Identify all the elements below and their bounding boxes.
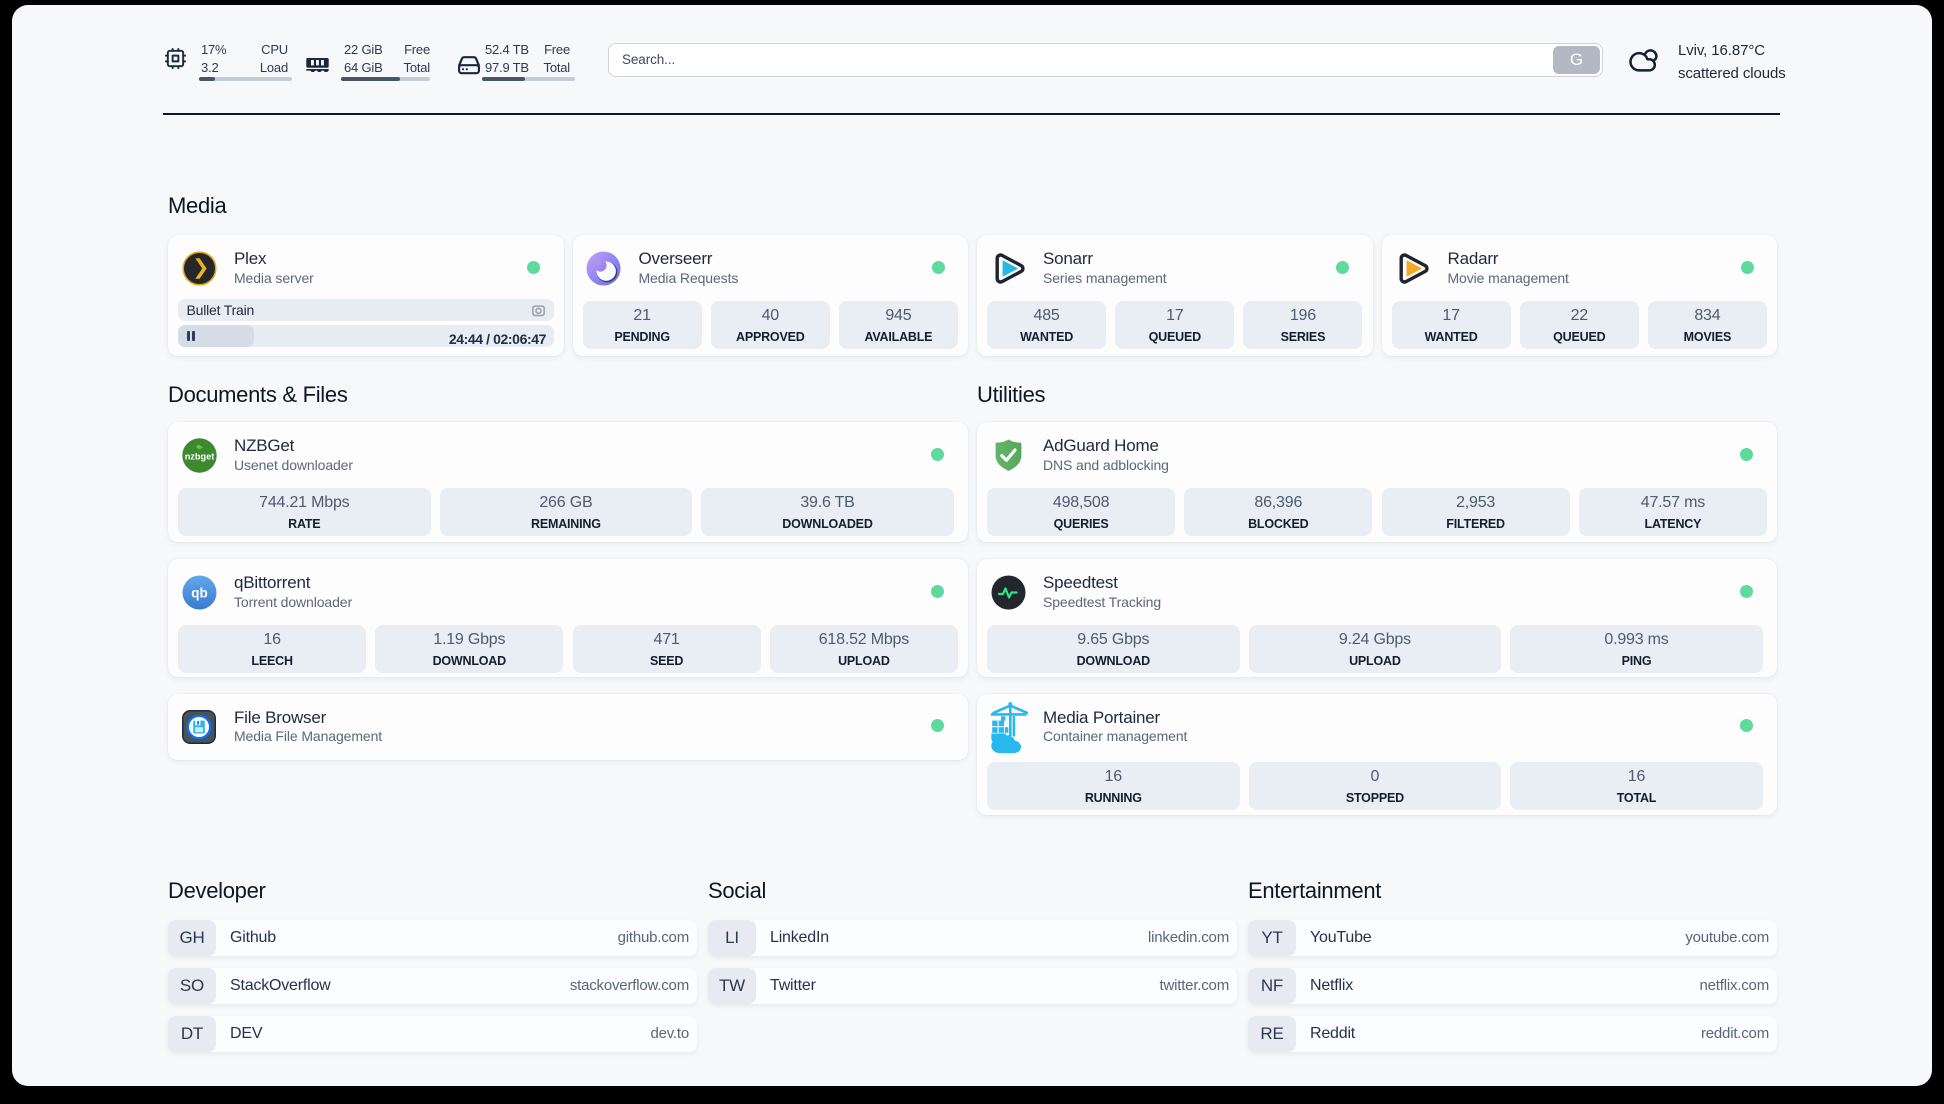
- svg-text:qb: qb: [191, 585, 208, 600]
- svg-text:nzbget: nzbget: [184, 451, 214, 461]
